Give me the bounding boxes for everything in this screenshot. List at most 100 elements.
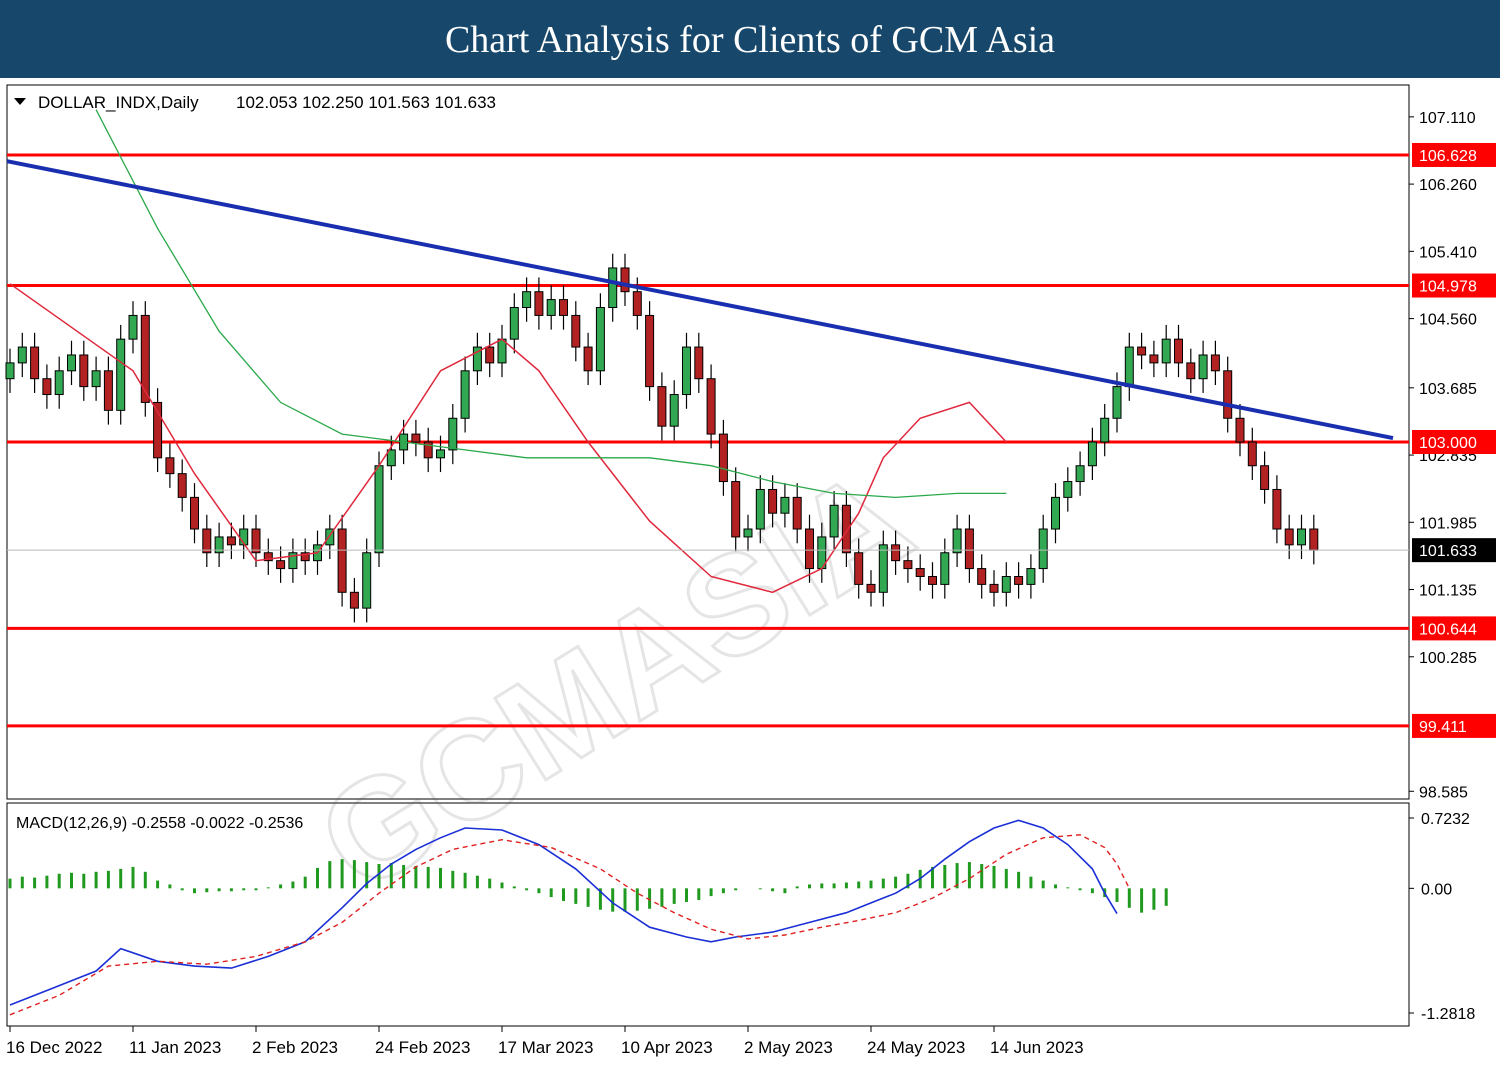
candle-body (878, 544, 888, 593)
candle (202, 514, 212, 567)
symbol-dropdown-icon[interactable] (14, 98, 26, 105)
candle (1284, 514, 1294, 560)
candle (841, 491, 851, 567)
candle-body (1051, 496, 1060, 530)
candle-body (17, 346, 27, 364)
candle-body (1223, 370, 1233, 419)
candle (977, 554, 987, 599)
candle-body (866, 583, 876, 593)
macd-tick-label: 0.7232 (1421, 811, 1470, 828)
candle-body (251, 528, 261, 554)
candle-body (54, 370, 64, 396)
candle (706, 364, 716, 449)
candle-body (190, 496, 199, 530)
candle (669, 380, 679, 441)
candle-body (780, 496, 790, 514)
candle (1063, 467, 1073, 512)
candle-body (1124, 346, 1134, 388)
candle-body (485, 346, 495, 364)
candle-body (1063, 481, 1073, 498)
candle-body (977, 568, 987, 585)
candle (128, 301, 138, 354)
x-tick-label: 17 Mar 2023 (498, 1038, 593, 1057)
candle (1198, 340, 1208, 393)
candle (1075, 451, 1085, 496)
candle-body (362, 552, 372, 609)
candle-body (854, 552, 864, 585)
candle-body (1038, 528, 1048, 570)
candle-body (632, 291, 642, 316)
candle-body (1026, 568, 1036, 585)
candle-body (1001, 575, 1011, 593)
candle-body (67, 354, 76, 372)
candle-body (1174, 338, 1183, 364)
candle-body (386, 449, 396, 467)
candle (1137, 332, 1147, 370)
candle-body (743, 528, 753, 538)
y-tick-label: 98.585 (1419, 784, 1468, 801)
price-chart-area[interactable]: GCMASIA DOLLAR_INDX,Daily 102.053 102.25… (0, 78, 1500, 1071)
macd-tick-label: -1.2818 (1421, 1006, 1475, 1023)
x-tick-label: 10 Apr 2023 (621, 1038, 713, 1057)
x-tick-label: 2 Feb 2023 (252, 1038, 338, 1057)
candle (559, 285, 568, 330)
candle-body (768, 488, 778, 514)
candle-body (1235, 417, 1245, 443)
candle-body (731, 481, 741, 538)
candle (436, 435, 445, 473)
candle-body (595, 307, 605, 372)
candle-body (1284, 528, 1294, 546)
candle (657, 372, 667, 441)
candle (349, 578, 359, 623)
candle-body (940, 552, 950, 585)
y-tick-label: 101.135 (1419, 583, 1477, 600)
candle (682, 332, 691, 409)
candle-body (140, 314, 150, 403)
candle (325, 514, 335, 560)
candle (411, 419, 421, 457)
candle (608, 253, 618, 322)
macd-lines (9, 819, 1130, 1016)
candle (1247, 427, 1257, 480)
candle-body (546, 299, 556, 316)
candle (546, 285, 556, 330)
candle (214, 522, 224, 567)
candle (829, 491, 839, 552)
candle (1174, 324, 1183, 378)
level-label: 99.411 (1419, 719, 1467, 736)
candle (226, 522, 236, 560)
candle (67, 340, 76, 386)
candle-body (1198, 354, 1208, 380)
candle-body (226, 536, 236, 546)
time-axis: 16 Dec 2022 11 Jan 2023 2 Feb 2023 24 Feb 2… (6, 1026, 1084, 1057)
candle (42, 364, 52, 409)
candle (743, 514, 753, 552)
candle (989, 570, 999, 607)
candle-body (30, 346, 40, 380)
candle-body (42, 378, 52, 396)
candle (17, 332, 27, 378)
candle-body (841, 504, 851, 554)
candle (1297, 514, 1306, 560)
candle (792, 483, 802, 544)
candle (522, 277, 532, 322)
y-tick-label: 104.560 (1419, 312, 1477, 329)
candle-body (374, 465, 384, 554)
level-label: 100.644 (1419, 621, 1477, 638)
candle (1149, 340, 1159, 378)
candle-body (1210, 354, 1220, 372)
candle (768, 475, 778, 528)
level-tag (1412, 430, 1496, 454)
candle-body (325, 528, 335, 546)
candle-body (559, 299, 568, 316)
candle (718, 419, 728, 496)
candle-body (214, 536, 224, 554)
current-price-tag: 101.633 (7, 538, 1496, 563)
candle-body (1247, 441, 1257, 467)
candle-body (1149, 354, 1159, 364)
level-label: 103.000 (1419, 435, 1477, 452)
current-price-label: 101.633 (1419, 543, 1477, 560)
candle (485, 332, 495, 378)
candle-body (1161, 338, 1171, 364)
ohlc-label: 102.053 102.250 101.563 101.633 (236, 93, 496, 112)
